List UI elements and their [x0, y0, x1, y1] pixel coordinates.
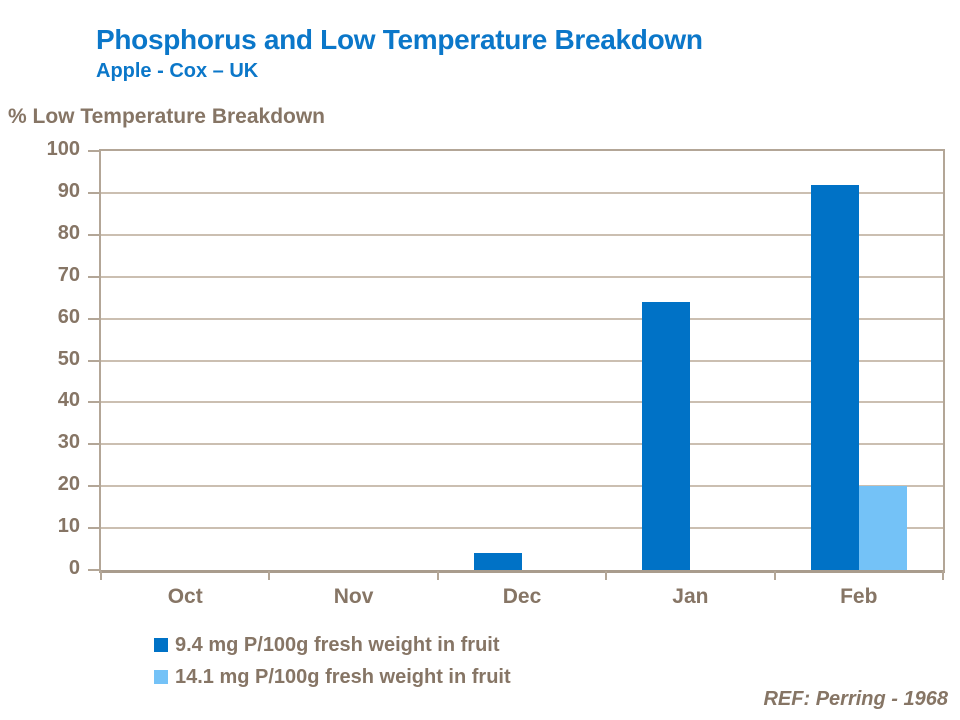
x-category-label-dec: Dec [502, 585, 542, 608]
x-tick-mark-3 [605, 571, 608, 580]
bar-series1-jan [642, 301, 691, 570]
bar-series1-feb [810, 184, 859, 570]
x-tick-mark-2 [436, 571, 439, 580]
gridline-60 [101, 317, 943, 320]
x-category-label-nov: Nov [333, 585, 374, 608]
y-tick-mark-50 [88, 359, 101, 362]
gridline-20 [101, 485, 943, 488]
y-tick-label-40: 40 [57, 389, 80, 412]
y-tick-mark-80 [88, 233, 101, 236]
y-tick-mark-10 [88, 527, 101, 530]
bar-series1-dec [474, 553, 522, 570]
y-axis-title: % Low Temperature Breakdown [8, 105, 326, 128]
y-tick-label-50: 50 [57, 347, 80, 370]
gridline-70 [101, 275, 943, 278]
legend-item-series2: 14.1 mg P/100g fresh weight in fruit [154, 661, 511, 693]
x-tick-mark-1 [268, 571, 271, 580]
legend-label-series1: 9.4 mg P/100g fresh weight in fruit [175, 633, 500, 656]
chart-subtitle: Apple - Cox – UK [96, 60, 259, 82]
y-tick-mark-100 [88, 150, 101, 152]
x-category-label-oct: Oct [167, 585, 203, 608]
y-tick-mark-30 [88, 443, 101, 446]
plot-area [99, 149, 945, 573]
bar-series2-feb [858, 486, 907, 570]
y-tick-label-30: 30 [57, 431, 80, 454]
legend-swatch-series1-icon [154, 638, 168, 652]
y-tick-label-60: 60 [57, 305, 80, 328]
x-tick-mark-0 [100, 571, 102, 580]
reference-note: REF: Perring - 1968 [763, 688, 948, 710]
chart-title: Phosphorus and Low Temperature Breakdown [96, 24, 703, 55]
gridline-50 [101, 359, 943, 362]
gridline-90 [101, 191, 943, 194]
legend-label-series2: 14.1 mg P/100g fresh weight in fruit [175, 665, 511, 688]
x-tick-mark-5 [942, 571, 944, 580]
y-tick-mark-90 [88, 191, 101, 194]
y-tick-label-70: 70 [57, 263, 80, 286]
legend-swatch-series2-icon [154, 670, 168, 684]
y-tick-label-0: 0 [68, 557, 80, 579]
y-tick-mark-60 [88, 317, 101, 320]
y-tick-label-100: 100 [46, 138, 80, 160]
x-tick-mark-4 [773, 571, 776, 580]
legend: 9.4 mg P/100g fresh weight in fruit 14.1… [154, 629, 511, 693]
y-tick-mark-20 [88, 485, 101, 488]
y-tick-label-10: 10 [57, 515, 80, 538]
x-category-label-jan: Jan [672, 585, 709, 608]
gridline-40 [101, 401, 943, 404]
legend-item-series1: 9.4 mg P/100g fresh weight in fruit [154, 629, 511, 661]
x-category-label-feb: Feb [840, 585, 878, 608]
y-tick-mark-0 [88, 569, 101, 571]
y-tick-mark-40 [88, 401, 101, 404]
gridline-10 [101, 527, 943, 530]
y-tick-label-90: 90 [57, 179, 80, 202]
gridline-30 [101, 443, 943, 446]
y-tick-label-20: 20 [57, 473, 80, 496]
y-tick-label-80: 80 [57, 221, 80, 244]
y-tick-mark-70 [88, 275, 101, 278]
gridline-80 [101, 233, 943, 236]
